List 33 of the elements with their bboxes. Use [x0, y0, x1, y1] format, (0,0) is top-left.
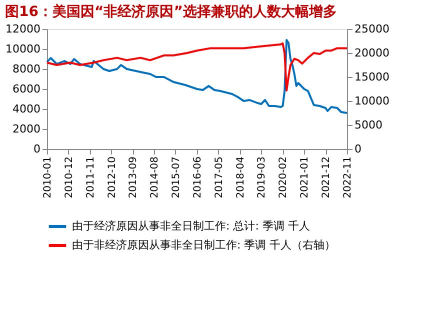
x-tick-label: 2018-04: [235, 156, 246, 198]
y-tick-label: 6000: [12, 82, 40, 96]
chart-title: 图16：美国因“非经济原因”选择兼职的人数大幅增多: [5, 3, 337, 20]
y2-tick-label: 0: [354, 142, 362, 156]
x-tick-label: 2013-09: [128, 156, 140, 198]
y-tick-label: 2000: [12, 122, 40, 136]
legend-label: 由于非经济原因从事非全日制工作: 季调 千人（右轴）: [72, 238, 336, 252]
x-tick-label: 2011-11: [85, 156, 96, 198]
y-tick-label: 10000: [6, 42, 40, 56]
x-tick-label: 2010-01: [42, 156, 54, 198]
x-tick-label: 2010-12: [64, 156, 75, 198]
line-series: [46, 39, 348, 114]
x-tick-label: 2021-01: [300, 156, 311, 198]
y2-tick-label: 10000: [354, 94, 390, 108]
y-tick-label: 0: [34, 142, 40, 156]
y-tick-label: 4000: [12, 102, 40, 116]
y-tick-label: 12000: [6, 22, 40, 36]
y-tick-label: 8000: [12, 62, 40, 76]
x-tick-label: 2020-02: [278, 156, 290, 198]
y2-tick-label: 25000: [354, 22, 390, 36]
y2-tick-label: 15000: [354, 70, 390, 84]
legend-label: 由于经济原因从事非全日制工作: 总计: 季调 千人: [72, 220, 310, 232]
x-tick-label: 2014-08: [150, 156, 161, 198]
line-series: [46, 42, 348, 92]
y2-tick-label: 5000: [354, 118, 382, 132]
y2-tick-label: 20000: [354, 46, 390, 60]
x-tick-label: 2017-05: [214, 156, 225, 198]
x-tick-label: 2022-11: [342, 156, 354, 198]
x-tick-label: 2021-12: [321, 156, 332, 198]
x-tick-label: 2016-06: [192, 156, 204, 198]
x-tick-label: 2015-07: [170, 156, 182, 198]
x-tick-label: 2019-03: [256, 156, 268, 198]
x-tick-label: 2012-10: [106, 156, 118, 198]
